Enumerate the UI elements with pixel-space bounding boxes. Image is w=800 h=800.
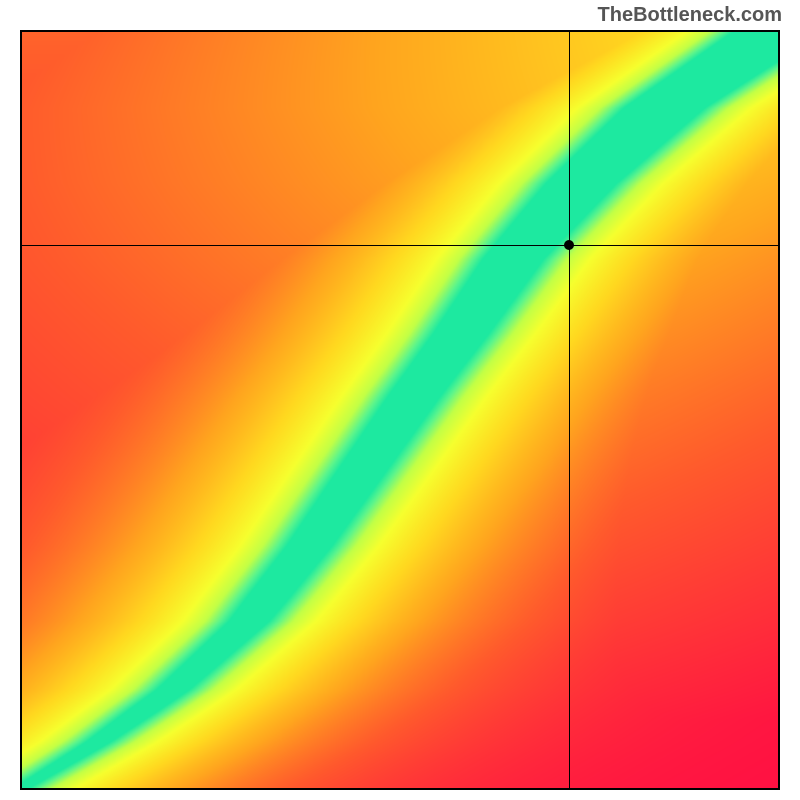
crosshair-marker [564,240,574,250]
crosshair-vertical [569,32,570,788]
watermark-text: TheBottleneck.com [598,4,782,27]
crosshair-horizontal [22,245,778,246]
bottleneck-heatmap [20,30,780,790]
heatmap-canvas [22,32,778,788]
